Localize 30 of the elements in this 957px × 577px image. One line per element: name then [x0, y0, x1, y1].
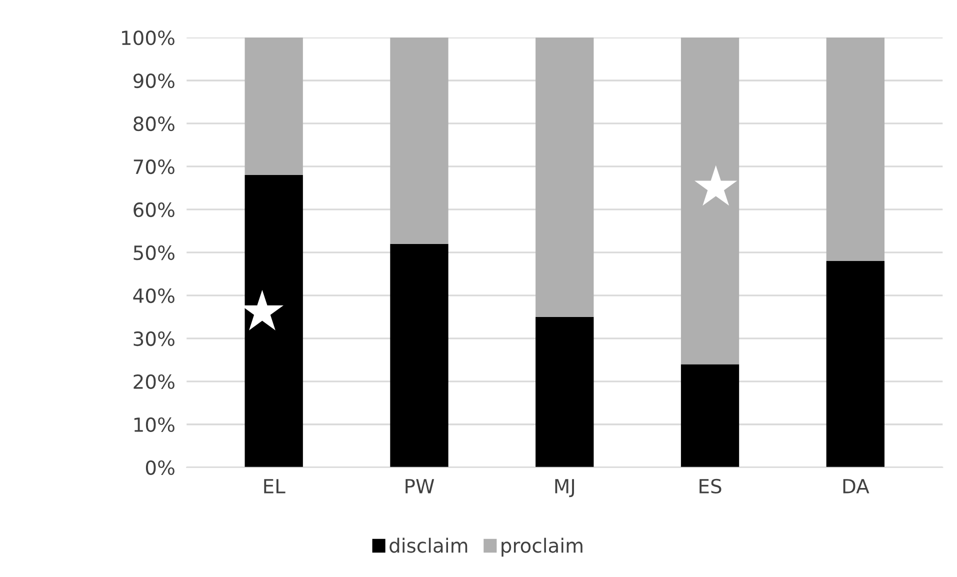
bar	[680, 364, 740, 468]
bar	[390, 38, 448, 244]
bar	[826, 261, 884, 468]
bar	[536, 316, 594, 468]
x-tick-label: MJ	[555, 479, 574, 498]
bar	[826, 38, 884, 262]
y-tick-label: 90%	[134, 73, 174, 88]
y-tick-label: 20%	[134, 374, 174, 390]
bar	[244, 38, 303, 176]
x-tick-label: DA	[843, 479, 870, 494]
bar	[680, 38, 740, 364]
annotation: ★	[694, 165, 738, 206]
y-tick-label: 60%	[134, 202, 174, 218]
bar	[390, 244, 448, 468]
y-tick-label: 70%	[134, 159, 174, 174]
y-tick-label: 10%	[134, 417, 174, 432]
bar	[536, 38, 594, 317]
y-tick-label: 40%	[133, 288, 174, 304]
y-tick-label: 100%	[122, 30, 174, 46]
x-tick-label: EL	[264, 479, 286, 494]
bar	[244, 175, 303, 468]
legend-label: proclaim	[502, 538, 582, 557]
legend-label: disclaim	[390, 538, 468, 553]
x-tick-label: ES	[700, 478, 722, 494]
y-tick-label: 0%	[146, 460, 174, 476]
x-tick-label: PW	[406, 479, 434, 494]
y-tick-label: 50%	[134, 245, 174, 260]
y-tick-label: 80%	[134, 116, 174, 132]
y-tick-label: 30%	[134, 331, 174, 346]
annotation: ★	[240, 290, 284, 330]
